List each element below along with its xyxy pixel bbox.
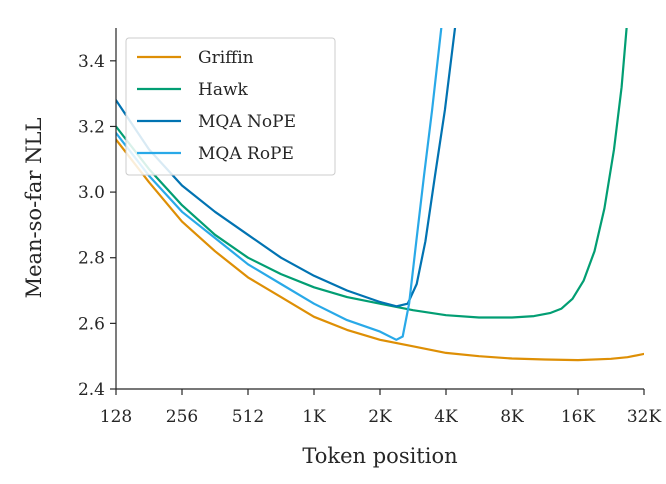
- y-tick-label: 3.4: [78, 52, 105, 72]
- x-tick-label: 128: [100, 407, 132, 427]
- legend-label: Hawk: [198, 80, 249, 100]
- x-tick-label: 8K: [500, 407, 524, 427]
- x-tick-label: 4K: [434, 407, 458, 427]
- x-tick-label: 2K: [368, 407, 392, 427]
- y-axis-title: Mean-so-far NLL: [22, 118, 46, 299]
- x-tick-label: 256: [166, 407, 198, 427]
- legend-frame: [125, 37, 336, 176]
- x-tick-label: 1K: [302, 407, 326, 427]
- y-tick-label: 2.4: [78, 380, 105, 400]
- x-tick-label: 512: [232, 407, 264, 427]
- legend-label: MQA NoPE: [198, 112, 296, 132]
- legend-label: MQA RoPE: [198, 144, 294, 164]
- series-line-griffin: [116, 138, 644, 362]
- series-layer: [116, 28, 644, 362]
- series-line-mqa-nope: [116, 28, 457, 308]
- x-tick-label: 16K: [561, 407, 596, 427]
- series-line-hawk: [116, 28, 628, 319]
- y-tick-label: 2.8: [78, 249, 105, 269]
- x-axis-ticks: 128 256 512 1K 2K 4K 8K 16K 32K: [100, 389, 662, 427]
- legend: Griffin Hawk MQA NoPE MQA RoPE: [125, 37, 336, 176]
- series-line-mqa-rope: [116, 28, 443, 341]
- legend-label: Griffin: [198, 48, 254, 68]
- y-axis-ticks: 2.4 2.6 2.8 3.0 3.2 3.4: [78, 52, 116, 400]
- y-tick-label: 3.0: [78, 183, 105, 203]
- x-tick-label: 32K: [627, 407, 662, 427]
- y-tick-label: 3.2: [78, 117, 105, 137]
- x-axis-title: Token position: [302, 444, 457, 468]
- y-tick-label: 2.6: [78, 314, 105, 334]
